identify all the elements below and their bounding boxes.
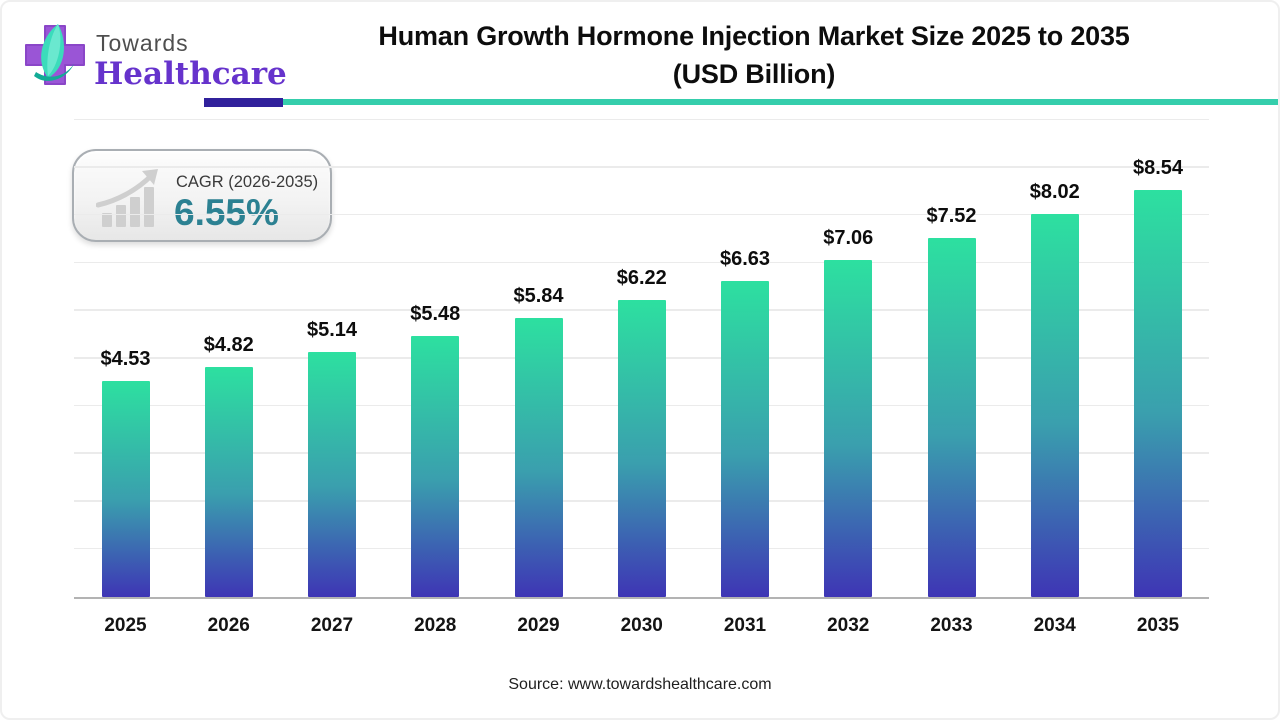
header-rule-purple	[204, 98, 283, 107]
bar-2030	[617, 300, 666, 597]
gridline	[74, 118, 1209, 120]
bar-value-label: $8.02	[1029, 181, 1080, 204]
bar-value-label: $6.63	[719, 247, 771, 270]
bar-value-label: $5.84	[513, 285, 564, 308]
bar-value-label: $4.82	[203, 334, 254, 357]
bar-value-label: $4.53	[100, 347, 151, 370]
chart-title-line2: (USD Billion)	[672, 58, 836, 89]
towards-healthcare-logo: Towards Healthcare	[14, 16, 314, 100]
x-axis-line	[74, 597, 1209, 599]
bar-value-label: $5.14	[306, 318, 358, 341]
bar-value-label: $7.06	[823, 227, 874, 250]
x-axis-label: 2030	[620, 615, 663, 636]
growth-chart-icon	[96, 169, 158, 227]
x-axis-label: 2026	[207, 615, 250, 636]
x-axis-label: 2029	[517, 615, 560, 636]
logo-word-towards: Towards	[96, 30, 189, 56]
chart-title: Human Growth Hormone Injection Market Si…	[224, 18, 1278, 94]
x-axis-label: 2035	[1136, 615, 1180, 636]
x-axis-label: 2027	[310, 615, 354, 636]
chart-title-line1: Human Growth Hormone Injection Market Si…	[378, 21, 1130, 51]
bar-value-label: $7.52	[926, 205, 977, 228]
bar-2028	[411, 335, 460, 597]
x-axis-label: 2032	[827, 615, 870, 636]
gridline	[74, 166, 1209, 168]
gridline	[74, 261, 1209, 264]
bar-2029	[514, 318, 563, 597]
bar-2035	[1134, 189, 1182, 597]
header-rule-teal	[283, 99, 1278, 105]
x-axis-label: 2028	[414, 615, 457, 636]
x-axis-label: 2034	[1033, 615, 1076, 636]
bar-2031	[721, 280, 769, 597]
bar-value-label: $8.54	[1132, 156, 1184, 179]
bar-2027	[308, 351, 356, 597]
bar-value-label: $6.22	[616, 267, 667, 290]
source-text: Source: www.towardshealthcare.com	[508, 676, 772, 693]
x-axis-label: 2033	[930, 615, 973, 636]
logo-word-healthcare: Healthcare	[94, 56, 287, 92]
bar-2025	[101, 380, 150, 597]
bar-value-label: $5.48	[410, 302, 461, 325]
healthcare-cross-leaf-icon	[25, 24, 85, 85]
bar-2026	[204, 367, 253, 597]
plot-area: $4.53 2025 $4.82 2026 $5.14 2027 $5.48 2028 $5.8…	[74, 118, 1209, 636]
x-axis-label: 2025	[104, 615, 147, 636]
cagr-badge: CAGR (2026-2035) 6.55%	[72, 149, 332, 242]
x-axis-label: 2031	[723, 615, 767, 636]
gridline	[74, 213, 1209, 216]
cagr-value: 6.55%	[174, 192, 279, 233]
cagr-label: CAGR (2026-2035)	[176, 173, 319, 191]
bar-2033	[927, 238, 976, 597]
bar-2034	[1030, 214, 1079, 597]
bar-2032	[824, 260, 873, 597]
